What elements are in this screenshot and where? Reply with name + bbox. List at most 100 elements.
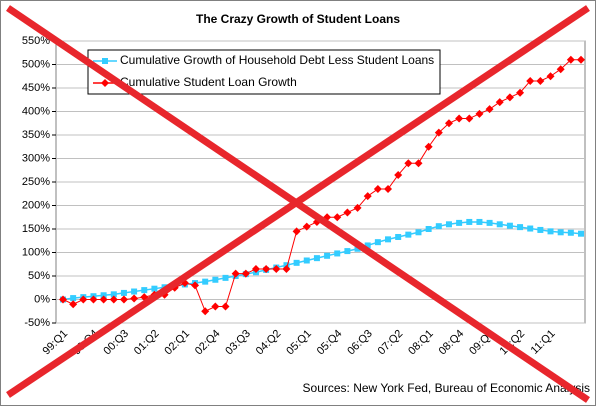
point [547, 228, 554, 235]
point [466, 218, 473, 225]
point [495, 98, 504, 107]
point [293, 259, 300, 266]
point [302, 222, 311, 231]
point [100, 292, 107, 299]
point [424, 142, 433, 151]
point [434, 128, 443, 137]
point [536, 76, 545, 85]
y-tick-label: 400% [22, 105, 50, 117]
series-line [62, 221, 582, 301]
point [445, 221, 452, 228]
point [475, 109, 484, 118]
y-tick-label: 500% [22, 58, 50, 70]
cross-line [6, 5, 590, 403]
point [221, 302, 230, 311]
legend-marker [102, 58, 108, 64]
point [394, 170, 403, 179]
point [384, 185, 393, 194]
point [69, 300, 78, 309]
point [517, 224, 524, 231]
point [556, 65, 565, 74]
point [516, 88, 525, 97]
point [231, 269, 240, 278]
point [578, 230, 584, 237]
legend-marker [101, 79, 109, 87]
point [334, 250, 341, 257]
point [363, 192, 372, 201]
point [212, 276, 219, 283]
point [59, 295, 67, 304]
point [567, 229, 574, 236]
point [354, 245, 361, 252]
point [141, 287, 148, 294]
point [202, 278, 209, 285]
point [120, 289, 127, 296]
point [292, 227, 301, 236]
point [119, 295, 128, 304]
point [131, 288, 138, 295]
point [374, 239, 381, 246]
point [333, 213, 342, 222]
point [527, 225, 534, 232]
y-tick-label: 350% [22, 129, 50, 141]
point [89, 295, 98, 304]
point [191, 281, 200, 290]
y-tick-label: 450% [22, 82, 50, 94]
point [211, 302, 220, 311]
point [110, 291, 117, 298]
y-tick-label: -50% [24, 317, 50, 329]
point [435, 223, 442, 230]
point [566, 55, 575, 64]
legend-label: Cumulative Growth of Household Debt Less… [120, 53, 434, 67]
point [241, 269, 250, 278]
point [537, 226, 544, 233]
point [99, 295, 108, 304]
point [526, 76, 535, 85]
point [130, 294, 139, 303]
point [496, 221, 503, 228]
point [343, 208, 352, 217]
point [109, 295, 118, 304]
y-tick-label: 300% [22, 152, 50, 164]
point [404, 159, 413, 168]
y-tick-label: 100% [22, 246, 50, 258]
point [395, 233, 402, 240]
legend: Cumulative Growth of Household Debt Less… [87, 49, 441, 95]
point [465, 114, 474, 123]
legend-label: Cumulative Student Loan Growth [120, 75, 297, 89]
point [385, 236, 392, 243]
point [373, 185, 382, 194]
point [313, 255, 320, 262]
y-tick-label: 550% [22, 35, 50, 47]
point [222, 274, 229, 281]
chart-title: The Crazy Growth of Student Loans [196, 12, 400, 26]
point [79, 295, 88, 304]
y-tick-label: 150% [22, 223, 50, 235]
point [425, 226, 432, 232]
point [272, 264, 281, 273]
point [476, 218, 483, 225]
point [506, 222, 513, 229]
point [456, 219, 463, 226]
point [557, 229, 564, 236]
point [577, 55, 585, 64]
point [303, 257, 310, 264]
point [344, 248, 351, 255]
point [151, 285, 158, 292]
point [282, 264, 291, 273]
point [485, 105, 494, 114]
point [251, 264, 260, 273]
point [201, 307, 210, 316]
y-tick-label: 200% [22, 199, 50, 211]
point [324, 252, 331, 259]
point [353, 203, 362, 212]
point [455, 114, 464, 123]
source-note: Sources: New York Fed, Bureau of Economi… [303, 381, 590, 395]
point [364, 242, 371, 249]
point [262, 264, 271, 273]
point [505, 93, 514, 102]
point [415, 229, 422, 236]
point [70, 295, 77, 302]
point [546, 72, 555, 81]
